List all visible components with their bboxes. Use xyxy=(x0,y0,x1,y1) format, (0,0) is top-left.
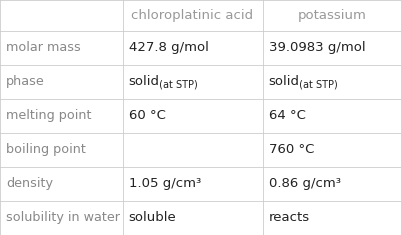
Text: 0.86 g/cm³: 0.86 g/cm³ xyxy=(268,177,340,191)
Text: 760 °C: 760 °C xyxy=(268,144,313,157)
Text: solid: solid xyxy=(268,75,299,88)
Text: solubility in water: solubility in water xyxy=(6,212,120,224)
Text: melting point: melting point xyxy=(6,110,91,122)
Text: molar mass: molar mass xyxy=(6,41,81,55)
Text: 1.05 g/cm³: 1.05 g/cm³ xyxy=(128,177,200,191)
Text: chloroplatinic acid: chloroplatinic acid xyxy=(131,9,253,22)
Text: (at STP): (at STP) xyxy=(295,80,337,90)
Text: (at STP): (at STP) xyxy=(156,80,197,90)
Text: soluble: soluble xyxy=(128,212,176,224)
Text: 60 °C: 60 °C xyxy=(128,110,165,122)
Text: density: density xyxy=(6,177,53,191)
Text: solid: solid xyxy=(128,75,159,88)
Text: potassium: potassium xyxy=(297,9,366,22)
Text: boiling point: boiling point xyxy=(6,144,86,157)
Text: 39.0983 g/mol: 39.0983 g/mol xyxy=(268,41,364,55)
Text: 64 °C: 64 °C xyxy=(268,110,305,122)
Text: 427.8 g/mol: 427.8 g/mol xyxy=(128,41,208,55)
Text: reacts: reacts xyxy=(268,212,309,224)
Text: phase: phase xyxy=(6,75,45,88)
